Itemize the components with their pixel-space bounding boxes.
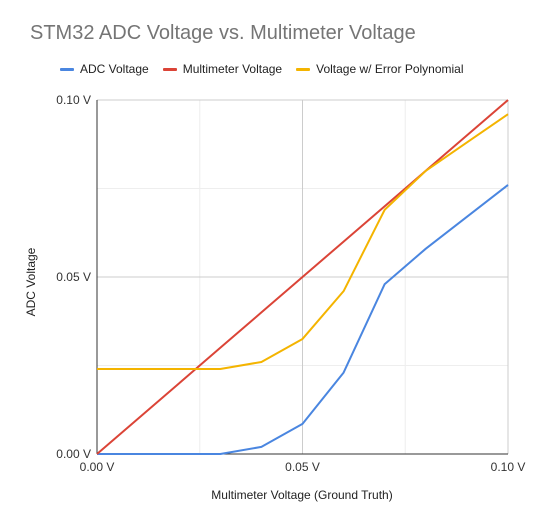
- legend-label-error-poly: Voltage w/ Error Polynomial: [316, 62, 464, 76]
- x-tick-label-1: 0.05 V: [285, 460, 320, 474]
- series-line-1: [96, 99, 509, 455]
- legend-swatch-error-poly: [296, 67, 311, 71]
- legend-item-adc: ADC Voltage: [60, 62, 149, 76]
- grid-lines: [97, 99, 509, 454]
- x-tick-label-0: 0.00 V: [80, 460, 115, 474]
- series-lines: [96, 99, 509, 455]
- legend-item-error-poly: Voltage w/ Error Polynomial: [296, 62, 464, 76]
- x-axis-label: Multimeter Voltage (Ground Truth): [211, 488, 392, 502]
- y-axis-label: ADC Voltage: [24, 247, 38, 316]
- legend-swatch-multimeter: [162, 67, 177, 71]
- legend-swatch-adc: [60, 67, 74, 71]
- legend-item-multimeter: Multimeter Voltage: [162, 62, 283, 76]
- chart-legend: ADC Voltage Multimeter Voltage Voltage w…: [60, 62, 478, 76]
- series-line-2: [97, 113, 509, 371]
- legend-label-adc: ADC Voltage: [80, 62, 149, 76]
- y-tick-label-0: 0.00 V: [56, 447, 91, 461]
- y-tick-label-2: 0.10 V: [56, 93, 91, 107]
- y-tick-label-1: 0.05 V: [56, 270, 91, 284]
- tick-labels: 0.00 V 0.05 V 0.10 V 0.00 V 0.05 V 0.10 V: [56, 93, 525, 474]
- x-tick-label-2: 0.10 V: [491, 460, 526, 474]
- series-line-0: [97, 184, 509, 455]
- legend-label-multimeter: Multimeter Voltage: [182, 62, 283, 76]
- chart-title: STM32 ADC Voltage vs. Multimeter Voltage: [30, 22, 416, 44]
